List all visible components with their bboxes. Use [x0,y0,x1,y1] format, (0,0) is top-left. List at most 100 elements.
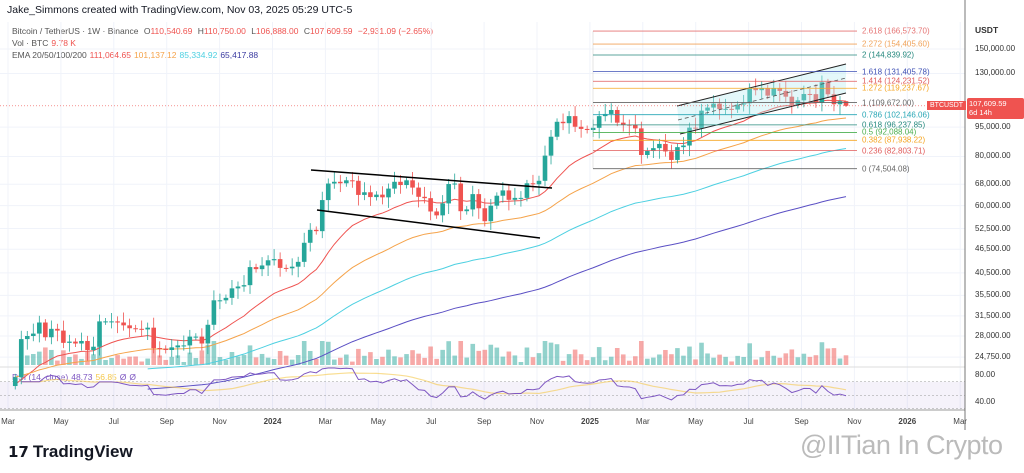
ema-label[interactable]: EMA 20/50/100/200 [12,50,87,60]
candle-body [512,197,518,200]
candle-body [596,116,602,128]
candle-body [446,184,451,204]
volume-bar [151,342,156,365]
volume-bar [301,341,307,365]
candle [127,318,132,338]
candle [374,191,379,201]
candle-body [37,322,42,334]
candle [765,84,771,100]
candle [783,80,789,102]
fib-level-label: 1.618 (131,405.78) [862,67,930,77]
volume-bar [145,358,150,365]
candle [614,106,620,127]
volume-bar [590,357,596,365]
volume-bar [73,354,78,365]
time-tick: 2025 [580,417,599,426]
candle-body [109,321,114,323]
candle [265,255,271,277]
volume-bar [711,357,716,365]
volume-bar [602,360,608,365]
candle-body [193,336,199,338]
rsi-line [21,367,847,401]
candle-body [181,345,187,347]
candle [344,176,349,187]
candle-body [229,288,235,298]
volume-bar [91,354,96,365]
candle [145,322,150,341]
candle [633,114,638,134]
volume-bar [350,361,355,365]
volume-bar [699,342,704,365]
price-tick: 24,750.00 [975,352,1011,362]
candle [608,103,614,123]
change-value: −2,931.09 (−2.65%) [357,26,434,36]
candle-body [488,205,494,222]
volume-bar [675,348,680,365]
candle-body [211,300,217,325]
channel-upper-line [310,169,553,189]
volume-bar [307,350,313,365]
time-tick: May [53,417,69,426]
candle-body [253,267,259,270]
candle [313,226,319,235]
candle-body [79,340,84,344]
candle [560,113,566,131]
candle [49,320,54,345]
candle-body [247,267,253,286]
price-tick: 52,500.00 [975,223,1011,233]
candle-body [350,180,355,182]
fib-level-label: 0.5 (92,088.04) [862,127,917,137]
candle-body [338,181,343,184]
symbol-name[interactable]: Bitcoin / TetherUS · 1W · Binance [12,26,139,36]
volume-bar [356,348,361,365]
time-tick: Jul [743,417,754,426]
candle [506,185,512,211]
candle [675,143,680,164]
volume-bar [476,350,482,365]
candle-body [705,107,710,111]
volume-bar [464,357,470,365]
volume-bar [536,353,542,365]
volume-bar [139,361,144,365]
volume-bar [392,356,397,365]
volume-bar [530,357,536,365]
time-tick: 2024 [263,417,282,426]
volume-bar [223,359,229,365]
candle-body [199,336,205,344]
volume-bar [837,358,843,365]
candle-body [115,321,120,323]
ema50-value: 101,137.12 [133,50,177,60]
candle [669,144,674,169]
candle-body [464,209,470,212]
ema-legend: EMA 20/50/100/200 111,064.65 101,137.12 85,… [12,50,261,60]
candle [277,252,283,277]
volume-bar [771,355,777,365]
candle-body [717,103,722,110]
candle-body [506,190,512,200]
candle [620,114,626,132]
candle [368,185,373,206]
candle [693,117,698,134]
volume-bar [241,354,247,365]
candle [386,183,391,208]
ascending-mid-line [677,77,847,121]
candle [253,263,259,273]
candle [24,330,30,350]
volume-bar [747,343,752,365]
time-tick: Nov [529,417,545,426]
candle-body [151,327,156,349]
fib-level-label: 1.272 (119,237.67) [862,83,930,93]
last-price-tag: 107,609.59 6d 14h [967,98,1024,119]
volume-bar [121,358,126,365]
volume-bar [205,344,211,365]
candle-body [831,94,837,105]
tradingview-logo[interactable]: 𝟭𝟳 TradingView [8,442,133,462]
candle [717,98,722,120]
volume-label[interactable]: Vol · BTC [12,38,49,48]
ema20-value: 111,064.65 [89,50,131,60]
candle-body [163,348,169,351]
candle-body [133,328,138,330]
candle-body [374,194,379,198]
rsi-label[interactable]: RSI (14, close) [12,372,69,382]
